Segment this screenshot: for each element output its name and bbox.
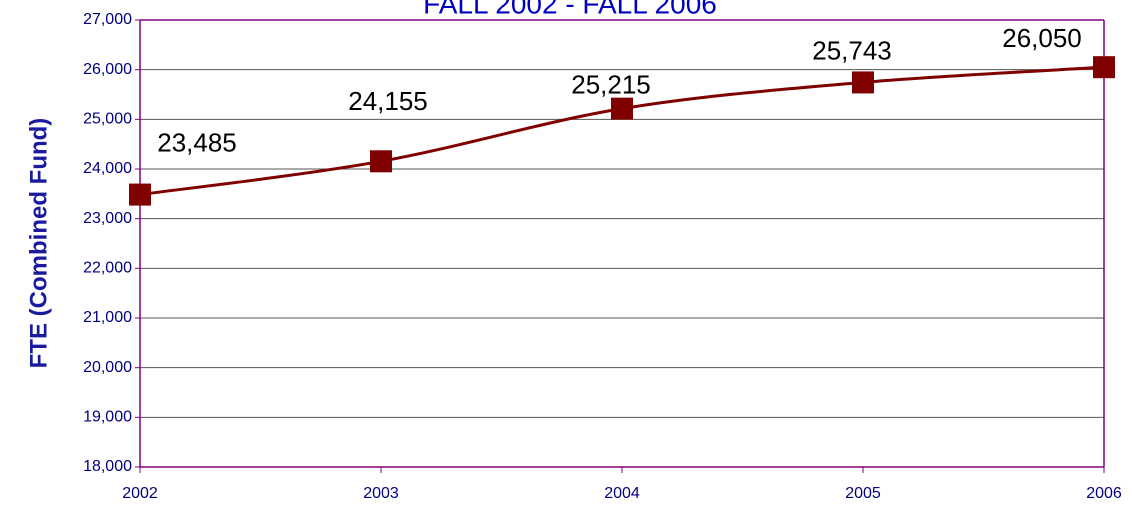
data-label: 25,743 xyxy=(812,35,892,65)
y-tick-label: 27,000 xyxy=(83,11,132,28)
x-tick-label: 2002 xyxy=(122,485,158,502)
y-tick-label: 26,000 xyxy=(83,61,132,78)
y-axis-label: FTE (Combined Fund) xyxy=(25,118,52,369)
x-tick-label: 2004 xyxy=(604,485,640,502)
marker xyxy=(852,71,874,94)
marker xyxy=(1093,56,1115,79)
x-tick-label: 2006 xyxy=(1086,485,1122,502)
y-tick-label: 18,000 xyxy=(83,458,132,475)
marker xyxy=(370,150,392,173)
marker xyxy=(611,97,633,120)
y-tick-label: 24,000 xyxy=(83,160,132,177)
y-tick-label: 23,000 xyxy=(83,210,132,227)
chart-title: FALL 2002 - FALL 2006 xyxy=(423,0,717,19)
y-tick-label: 19,000 xyxy=(83,409,132,426)
data-label: 25,215 xyxy=(571,70,651,100)
y-tick-label: 21,000 xyxy=(83,309,132,326)
y-tick-label: 22,000 xyxy=(83,260,132,277)
marker xyxy=(129,183,151,206)
y-tick-label: 20,000 xyxy=(83,359,132,376)
data-label: 24,155 xyxy=(348,86,428,116)
y-tick-label: 25,000 xyxy=(83,111,132,128)
data-label: 26,050 xyxy=(1002,23,1082,53)
x-tick-label: 2003 xyxy=(363,485,399,502)
x-tick-label: 2005 xyxy=(845,485,881,502)
data-label: 23,485 xyxy=(157,127,237,157)
